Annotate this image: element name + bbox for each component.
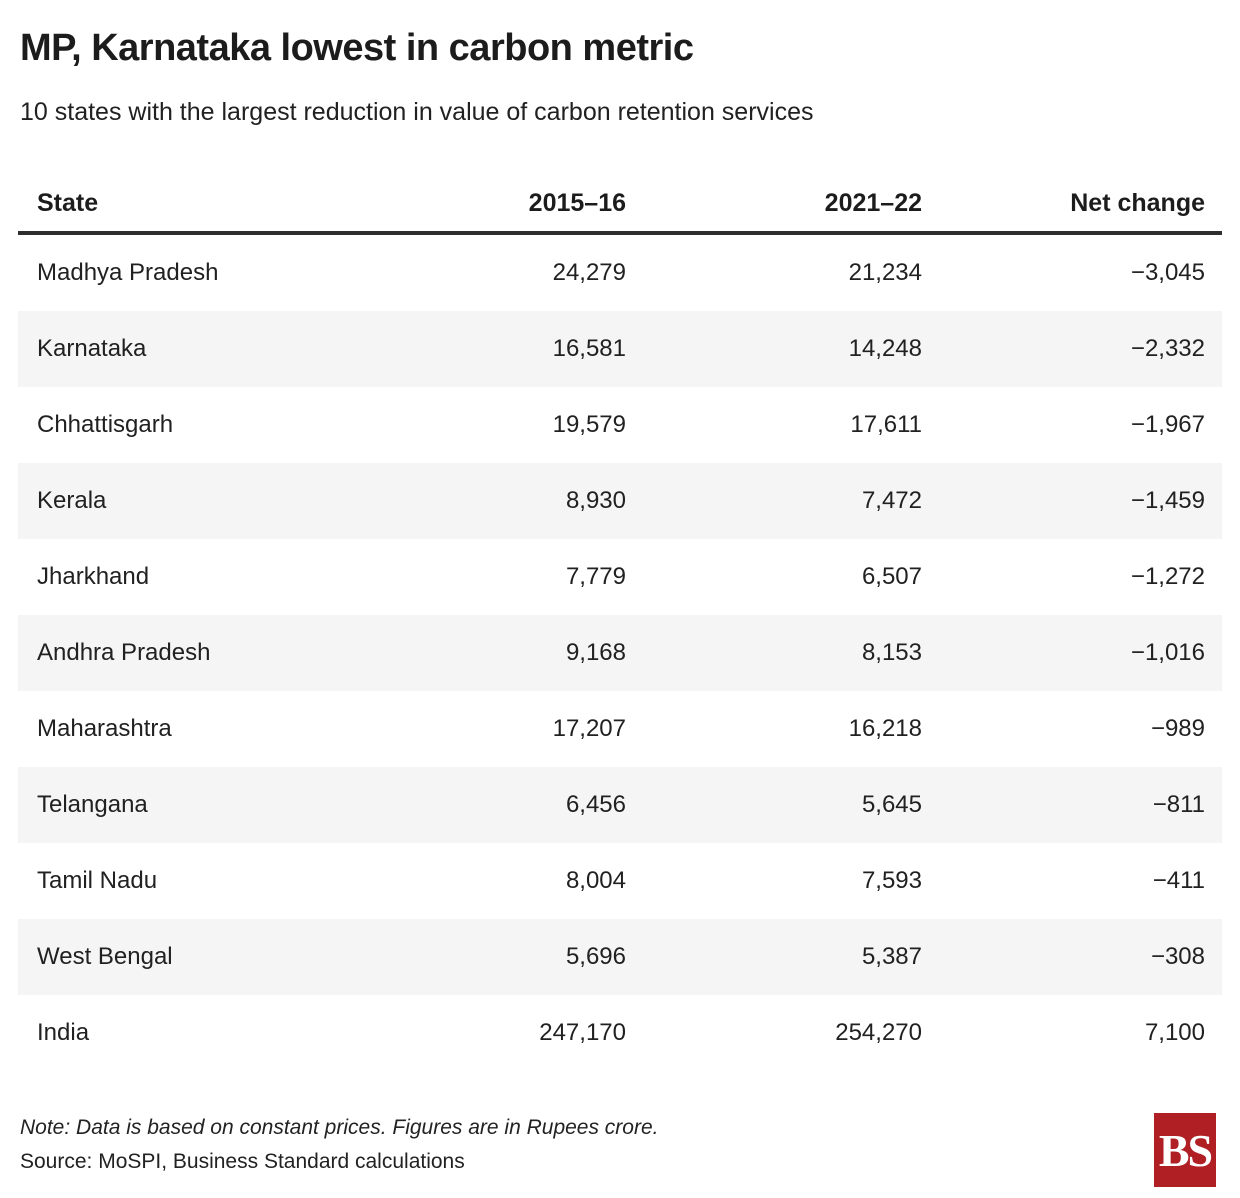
business-standard-logo: BS (1154, 1113, 1216, 1187)
state-name-cell: Kerala (37, 487, 107, 514)
value-2015-16-cell: 9,168 (565, 639, 626, 666)
state-name-cell: Andhra Pradesh (37, 639, 211, 666)
net-change-cell: −811 (1152, 791, 1205, 818)
table-row: Jharkhand 7,779 6,507 −1,272 (18, 539, 1222, 615)
table-row: Karnataka 16,581 14,248 −2,332 (18, 311, 1222, 387)
value-2015-16-cell: 24,279 (552, 259, 626, 286)
page-title: MP, Karnataka lowest in carbon metric (20, 27, 694, 69)
net-change-cell: −1,967 (1130, 411, 1205, 438)
value-2021-22-cell: 14,248 (848, 335, 922, 362)
net-change-cell: −1,272 (1130, 563, 1205, 590)
source-text: Source: MoSPI, Business Standard calcula… (20, 1150, 465, 1173)
net-change-cell: −1,016 (1130, 639, 1205, 666)
state-name-cell: Tamil Nadu (37, 867, 158, 894)
table-row: Telangana 6,456 5,645 −811 (18, 767, 1222, 843)
value-2021-22-cell: 7,593 (861, 867, 922, 894)
note-text: Note: Data is based on constant prices. … (20, 1116, 659, 1139)
table-row: Kerala 8,930 7,472 −1,459 (18, 463, 1222, 539)
table-row: Madhya Pradesh 24,279 21,234 −3,045 (18, 235, 1222, 311)
state-name-cell: West Bengal (37, 943, 173, 970)
net-change-cell: −2,332 (1130, 335, 1205, 362)
column-header-net-change: Net change (1070, 188, 1205, 217)
value-2015-16-cell: 5,696 (565, 943, 626, 970)
table-row: West Bengal 5,696 5,387 −308 (18, 919, 1222, 995)
net-change-cell: −3,045 (1130, 259, 1205, 286)
value-2015-16-cell: 8,004 (565, 867, 626, 894)
value-2015-16-cell: 247,170 (539, 1019, 626, 1046)
value-2015-16-cell: 7,779 (565, 563, 626, 590)
column-header-state: State (37, 188, 99, 217)
net-change-cell: −308 (1150, 943, 1205, 970)
column-header-2021-22: 2021–22 (824, 188, 922, 217)
table-row: India 247,170 254,270 7,100 (18, 995, 1222, 1071)
value-2021-22-cell: 17,611 (850, 411, 922, 438)
data-table: State 2015–16 2021–22 Net change Madhya … (18, 175, 1222, 1071)
value-2021-22-cell: 7,472 (861, 487, 922, 514)
state-name-cell: Chhattisgarh (37, 411, 174, 438)
logo-text: BS (1158, 1124, 1213, 1176)
value-2021-22-cell: 5,645 (861, 791, 922, 818)
state-name-cell: Jharkhand (37, 563, 150, 590)
value-2015-16-cell: 19,579 (552, 411, 626, 438)
value-2021-22-cell: 16,218 (848, 715, 922, 742)
net-change-cell: −1,459 (1130, 487, 1205, 514)
state-name-cell: India (37, 1019, 90, 1046)
table-body: Madhya Pradesh 24,279 21,234 −3,045 Karn… (18, 235, 1222, 1071)
value-2021-22-cell: 8,153 (861, 639, 922, 666)
net-change-cell: −989 (1150, 715, 1205, 742)
state-name-cell: Karnataka (37, 335, 147, 362)
value-2021-22-cell: 254,270 (835, 1019, 922, 1046)
table-row: Tamil Nadu 8,004 7,593 −411 (18, 843, 1222, 919)
state-name-cell: Telangana (37, 791, 148, 818)
table-header-row: State 2015–16 2021–22 Net change (18, 175, 1222, 235)
value-2021-22-cell: 5,387 (861, 943, 922, 970)
value-2015-16-cell: 8,930 (565, 487, 626, 514)
net-change-cell: 7,100 (1144, 1019, 1205, 1046)
value-2021-22-cell: 6,507 (861, 563, 922, 590)
value-2015-16-cell: 17,207 (552, 715, 626, 742)
state-name-cell: Madhya Pradesh (37, 259, 219, 286)
value-2021-22-cell: 21,234 (848, 259, 922, 286)
net-change-cell: −411 (1152, 867, 1205, 894)
value-2015-16-cell: 16,581 (552, 335, 626, 362)
table-row: Chhattisgarh 19,579 17,611 −1,967 (18, 387, 1222, 463)
table-row: Andhra Pradesh 9,168 8,153 −1,016 (18, 615, 1222, 691)
table-row: Maharashtra 17,207 16,218 −989 (18, 691, 1222, 767)
state-name-cell: Maharashtra (37, 715, 172, 742)
value-2015-16-cell: 6,456 (565, 791, 626, 818)
column-header-2015-16: 2015–16 (528, 188, 626, 217)
page-subtitle: 10 states with the largest reduction in … (20, 98, 814, 126)
